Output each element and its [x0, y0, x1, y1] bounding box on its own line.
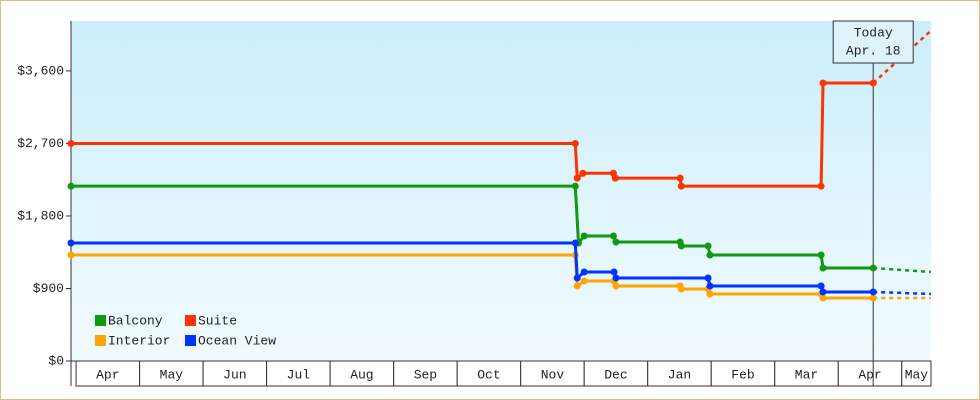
data-point: [580, 232, 588, 240]
x-tick-label: Jun: [223, 367, 246, 382]
data-point: [571, 139, 579, 147]
legend-label: Ocean View: [198, 333, 276, 348]
x-tick-label: Feb: [731, 367, 754, 382]
series-forecast: [873, 290, 932, 296]
x-tick-label: May: [160, 367, 184, 382]
series-forecast: [873, 266, 932, 274]
x-tick-label: Sep: [414, 367, 437, 382]
data-point: [571, 182, 579, 190]
data-point: [704, 274, 712, 282]
data-point: [869, 288, 877, 296]
data-point: [869, 79, 877, 87]
data-point: [67, 182, 75, 190]
data-point: [611, 174, 619, 182]
data-point: [67, 251, 75, 259]
data-point: [573, 174, 581, 182]
x-tick-box: [75, 360, 141, 387]
today-date: Apr. 18: [846, 43, 901, 58]
data-point: [610, 268, 618, 276]
x-tick-box: [583, 360, 649, 387]
x-tick-label: Apr: [858, 367, 881, 382]
data-point: [706, 282, 714, 290]
data-point: [706, 251, 714, 259]
data-point: [573, 282, 581, 290]
data-point: [573, 274, 581, 282]
x-tick-label: May: [905, 367, 929, 382]
legend-swatch: [95, 315, 106, 326]
x-tick-label: Apr: [96, 367, 119, 382]
x-tick-label: Aug: [350, 367, 373, 382]
data-point: [706, 290, 714, 298]
y-tick-label: $0: [48, 353, 64, 368]
data-point: [817, 182, 825, 190]
data-point: [819, 294, 827, 302]
legend-swatch: [185, 315, 196, 326]
data-point: [677, 285, 685, 293]
x-tick-label: Oct: [477, 367, 500, 382]
x-tick-label: Nov: [541, 367, 565, 382]
data-point: [612, 282, 620, 290]
data-point: [676, 174, 684, 182]
legend-swatch: [185, 335, 196, 346]
data-point: [67, 139, 75, 147]
data-point: [579, 169, 587, 177]
data-point: [580, 268, 588, 276]
data-point: [571, 239, 579, 247]
data-point: [612, 274, 620, 282]
data-point: [609, 232, 617, 240]
series-forecast: [872, 29, 932, 84]
data-point: [869, 294, 877, 302]
x-tick-box: [901, 360, 932, 387]
data-point: [612, 238, 620, 246]
data-point: [819, 264, 827, 272]
y-tick-label: $1,800: [17, 208, 64, 223]
data-point: [580, 277, 588, 285]
data-point: [869, 264, 877, 272]
x-tick-label: Jan: [668, 367, 691, 382]
y-tick-label: $900: [33, 281, 64, 296]
today-label: Today: [854, 25, 893, 40]
data-point: [704, 242, 712, 250]
data-point: [817, 282, 825, 290]
data-point: [819, 288, 827, 296]
legend-label: Balcony: [108, 313, 163, 328]
legend-label: Interior: [108, 333, 170, 348]
today-box: [832, 20, 914, 64]
data-point: [67, 239, 75, 247]
x-tick-label: Jul: [287, 367, 311, 382]
data-point: [817, 251, 825, 259]
y-tick-label: $3,600: [17, 63, 64, 78]
data-point: [677, 242, 685, 250]
legend-swatch: [95, 335, 106, 346]
data-point: [677, 182, 685, 190]
y-tick-label: $2,700: [17, 136, 64, 151]
data-point: [819, 79, 827, 87]
x-tick-label: Mar: [795, 367, 818, 382]
x-tick-label: Dec: [604, 367, 627, 382]
plot-area: [71, 21, 931, 361]
legend-label: Suite: [198, 313, 237, 328]
x-tick-box: [837, 360, 903, 387]
